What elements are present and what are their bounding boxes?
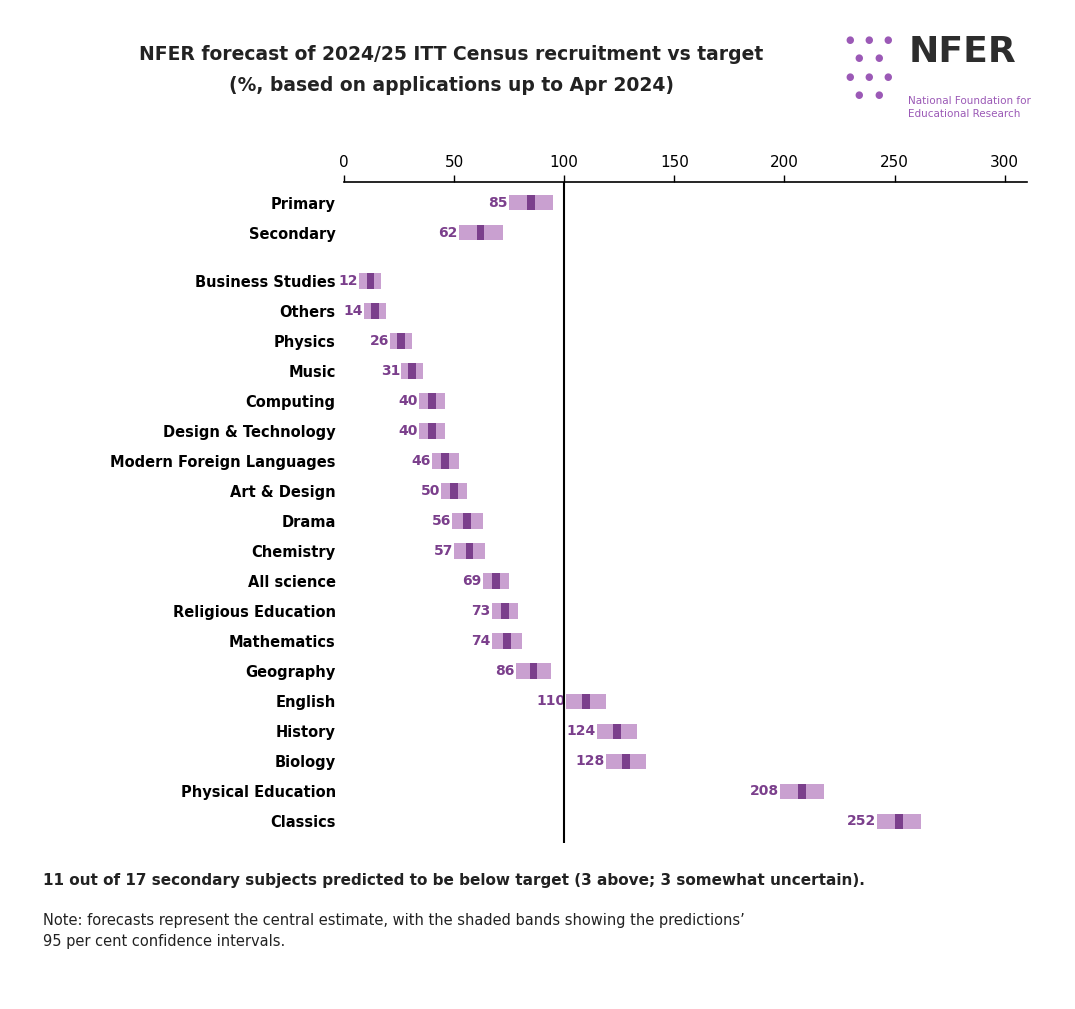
Bar xyxy=(454,543,485,559)
Bar xyxy=(363,303,386,319)
Text: 73: 73 xyxy=(471,604,490,619)
Bar xyxy=(491,603,518,619)
Text: ●: ● xyxy=(884,35,892,45)
Text: Note: forecasts represent the central estimate, with the shaded bands showing th: Note: forecasts represent the central es… xyxy=(43,913,745,949)
Text: 40: 40 xyxy=(399,424,418,438)
Text: 57: 57 xyxy=(433,544,453,558)
Bar xyxy=(367,273,374,289)
Bar xyxy=(390,333,413,349)
Text: (%, based on applications up to Apr 2024): (%, based on applications up to Apr 2024… xyxy=(229,76,674,95)
Text: ●: ● xyxy=(855,53,863,64)
Bar xyxy=(492,573,500,589)
Text: 46: 46 xyxy=(412,454,431,468)
Bar xyxy=(622,754,630,769)
Bar xyxy=(613,723,621,740)
Bar xyxy=(501,603,508,619)
Text: 86: 86 xyxy=(496,664,515,678)
Text: 40: 40 xyxy=(399,394,418,408)
Bar xyxy=(510,195,554,211)
Bar xyxy=(401,363,424,378)
Bar xyxy=(567,693,606,709)
Bar xyxy=(606,754,646,769)
Text: 208: 208 xyxy=(749,784,779,798)
Text: 31: 31 xyxy=(381,364,400,378)
Bar xyxy=(465,543,473,559)
Text: 12: 12 xyxy=(339,273,358,288)
Bar xyxy=(516,664,551,679)
Bar xyxy=(442,453,449,469)
Bar xyxy=(359,273,382,289)
Bar xyxy=(895,813,903,829)
Bar xyxy=(598,723,636,740)
Text: 110: 110 xyxy=(536,694,565,708)
Text: ●: ● xyxy=(874,53,883,64)
Bar xyxy=(583,693,590,709)
Text: 14: 14 xyxy=(343,304,362,318)
Bar xyxy=(450,483,458,498)
Text: 11 out of 17 secondary subjects predicted to be below target (3 above; 3 somewha: 11 out of 17 secondary subjects predicte… xyxy=(43,873,865,888)
Bar xyxy=(491,634,522,649)
Bar xyxy=(408,363,416,378)
Text: National Foundation for
Educational Research: National Foundation for Educational Rese… xyxy=(908,96,1031,119)
Bar xyxy=(780,784,825,799)
Text: ●: ● xyxy=(884,72,892,82)
Bar xyxy=(530,664,538,679)
Text: 124: 124 xyxy=(567,724,597,739)
Bar xyxy=(459,225,502,240)
Text: 128: 128 xyxy=(576,755,605,769)
Bar xyxy=(398,333,405,349)
Text: 50: 50 xyxy=(420,484,440,498)
Bar xyxy=(419,394,445,409)
Text: 85: 85 xyxy=(488,196,508,210)
Bar xyxy=(798,784,806,799)
Text: 62: 62 xyxy=(438,226,457,240)
Text: 252: 252 xyxy=(846,814,876,828)
Bar xyxy=(877,813,921,829)
Bar xyxy=(419,423,445,439)
Bar xyxy=(528,195,535,211)
Bar xyxy=(441,483,468,498)
Text: NFER: NFER xyxy=(908,35,1016,70)
Text: ●: ● xyxy=(874,90,883,100)
Text: 74: 74 xyxy=(471,635,490,648)
Bar xyxy=(428,394,436,409)
Bar xyxy=(432,453,459,469)
Text: ●: ● xyxy=(845,72,854,82)
Bar xyxy=(428,423,436,439)
Bar xyxy=(452,514,483,529)
Text: 56: 56 xyxy=(431,514,450,528)
Bar xyxy=(483,573,510,589)
Bar xyxy=(463,514,471,529)
Text: ●: ● xyxy=(855,90,863,100)
Text: ●: ● xyxy=(864,35,873,45)
Bar xyxy=(476,225,485,240)
Text: 26: 26 xyxy=(370,334,389,348)
Text: NFER forecast of 2024/25 ITT Census recruitment vs target: NFER forecast of 2024/25 ITT Census recr… xyxy=(140,45,763,65)
Bar xyxy=(371,303,378,319)
Text: 69: 69 xyxy=(462,574,482,588)
Text: ●: ● xyxy=(845,35,854,45)
Bar xyxy=(503,634,511,649)
Text: ●: ● xyxy=(864,72,873,82)
